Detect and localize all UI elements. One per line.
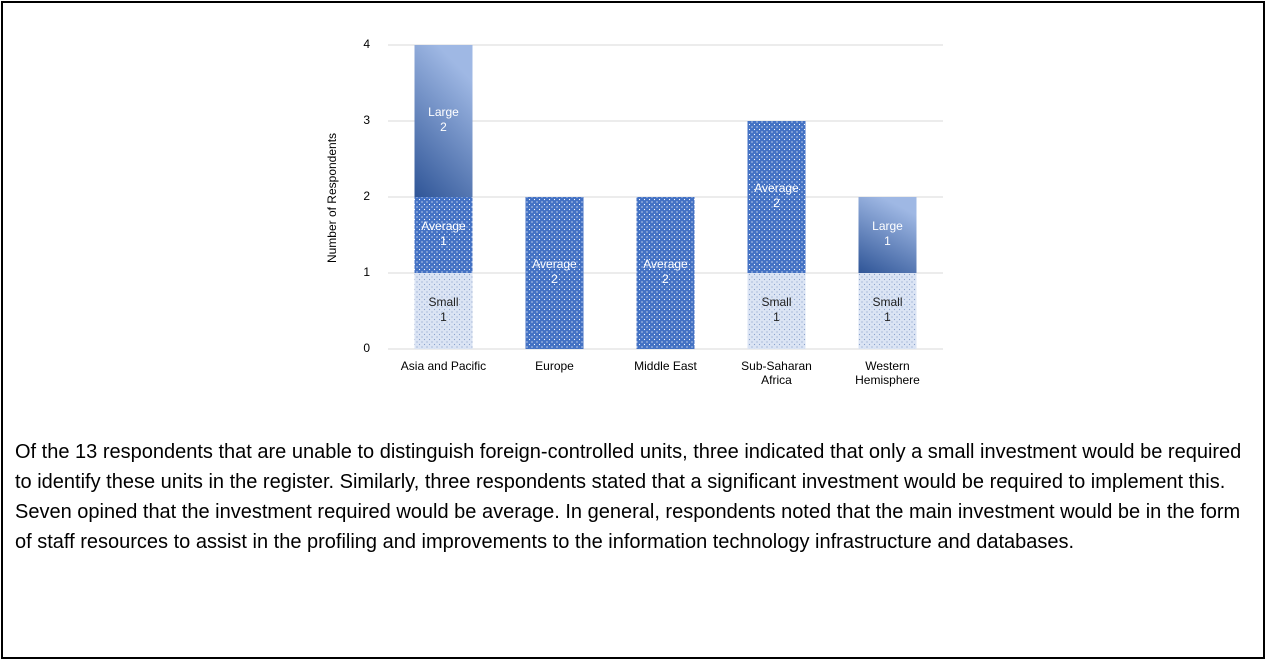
segment-label-value: 1	[884, 310, 891, 324]
x-tick-label: Asia and Pacific	[400, 359, 487, 373]
segment-label-name: Small	[428, 295, 458, 309]
x-tick-label: Europe	[535, 359, 574, 373]
bar-segment	[747, 121, 806, 273]
y-tick-label: 0	[363, 341, 370, 355]
segment-label-name: Average	[754, 181, 799, 195]
segment-label-name: Large	[428, 105, 459, 119]
x-tick-label: Western Hemisphere	[855, 359, 920, 387]
y-tick-label: 1	[363, 265, 370, 279]
segment-label-name: Average	[421, 219, 466, 233]
segment-label-name: Average	[532, 257, 577, 271]
segment-label-name: Small	[761, 295, 791, 309]
bar-segment	[636, 197, 695, 349]
segment-label-value: 1	[440, 234, 447, 248]
segment-label-name: Large	[872, 219, 903, 233]
segment-label-value: 1	[773, 310, 780, 324]
bar-segment	[414, 273, 473, 349]
bar-segment	[858, 273, 917, 349]
y-tick-label: 4	[363, 37, 370, 51]
segment-label-value: 2	[773, 196, 780, 210]
segment-label-value: 2	[551, 272, 558, 286]
y-axis-label: Number of Respondents	[325, 133, 339, 263]
y-tick-label: 2	[363, 189, 370, 203]
bar-segment	[525, 197, 584, 349]
bar-segment	[414, 197, 473, 273]
segment-label-value: 2	[662, 272, 669, 286]
x-tick-label: Sub-Saharan Africa	[741, 359, 812, 387]
bar-segment	[414, 45, 473, 197]
segment-label-name: Average	[643, 257, 688, 271]
bar-segment	[858, 197, 917, 273]
segment-label-name: Small	[872, 295, 902, 309]
chart: Number of Respondents 01234Small1Average…	[325, 37, 943, 355]
paragraph: Of the 13 respondents that are unable to…	[15, 441, 1242, 553]
segment-label-value: 1	[440, 310, 447, 324]
segment-label-value: 2	[440, 120, 447, 134]
y-tick-label: 3	[363, 113, 370, 127]
x-tick-label: Middle East	[634, 359, 697, 373]
segment-label-value: 1	[884, 234, 891, 248]
bar-segment	[747, 273, 806, 349]
